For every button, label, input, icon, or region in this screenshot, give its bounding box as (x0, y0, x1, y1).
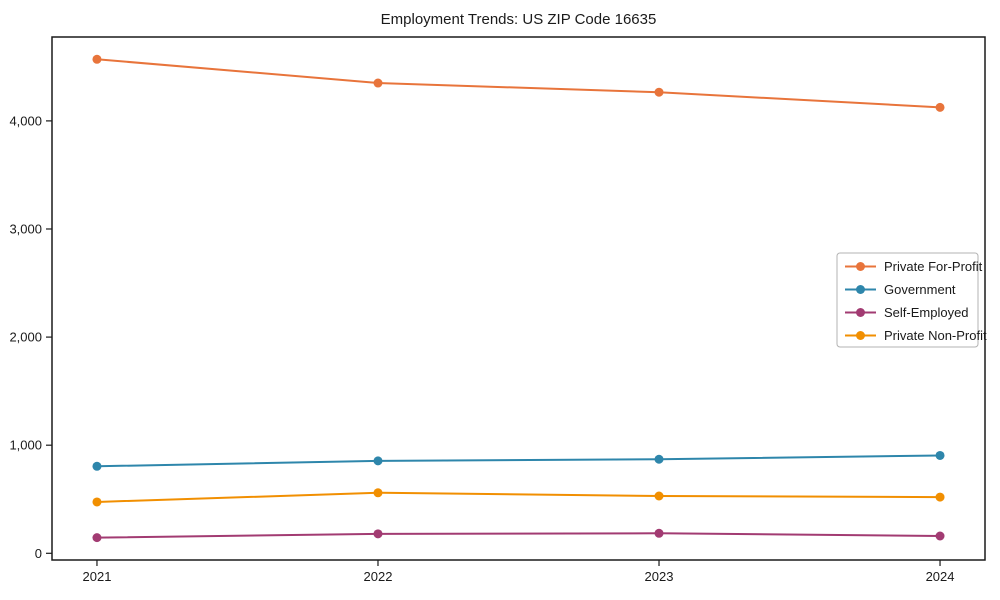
y-tick-label: 1,000 (9, 438, 42, 453)
series-marker-private-for-profit (935, 102, 945, 112)
series-line-government (96, 454, 941, 468)
series-marker-government (654, 454, 664, 464)
legend-marker-private-non-profit (856, 331, 865, 340)
series-marker-private-for-profit (373, 78, 383, 88)
legend-label-private-non-profit: Private Non-Profit (884, 328, 987, 343)
legend-label-private-for-profit: Private For-Profit (884, 259, 983, 274)
series-marker-government (935, 450, 945, 460)
x-tick-label: 2021 (83, 569, 112, 584)
plot-border (51, 36, 986, 561)
series-marker-private-non-profit (92, 497, 102, 507)
series-marker-private-non-profit (373, 488, 383, 498)
legend-marker-government (856, 285, 865, 294)
y-tick-label: 3,000 (9, 221, 42, 236)
y-tick-label: 2,000 (9, 330, 42, 345)
x-tick-label: 2023 (645, 569, 674, 584)
legend-box (836, 252, 979, 348)
legend-marker-self-employed (856, 308, 865, 317)
series-marker-government (92, 461, 102, 471)
chart-title: Employment Trends: US ZIP Code 16635 (380, 11, 657, 28)
series-line-self-employed (96, 532, 941, 539)
series-marker-private-non-profit (935, 492, 945, 502)
series-marker-self-employed (654, 528, 664, 538)
series-line-private-non-profit (96, 491, 941, 503)
y-tick-label: 0 (35, 546, 42, 561)
legend-label-self-employed: Self-Employed (884, 305, 969, 320)
x-tick-label: 2024 (926, 569, 955, 584)
series-marker-self-employed (373, 529, 383, 539)
series-line-private-for-profit (96, 58, 941, 109)
series-marker-private-non-profit (654, 491, 664, 501)
legend-label-government: Government (884, 282, 956, 297)
x-tick-label: 2022 (364, 569, 393, 584)
legend-marker-private-for-profit (856, 262, 865, 271)
series-marker-self-employed (935, 531, 945, 541)
series-marker-private-for-profit (92, 54, 102, 64)
series-marker-self-employed (92, 533, 102, 543)
series-marker-private-for-profit (654, 87, 664, 97)
series-marker-government (373, 456, 383, 466)
y-tick-label: 4,000 (9, 113, 42, 128)
